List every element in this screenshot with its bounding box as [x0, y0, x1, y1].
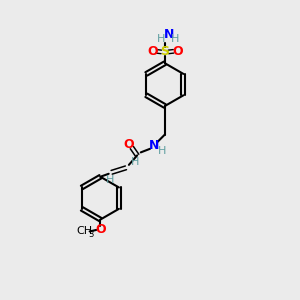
Text: N: N [164, 28, 174, 40]
Text: H: H [157, 34, 165, 44]
Text: H: H [106, 175, 114, 185]
Text: S: S [160, 45, 169, 58]
Text: O: O [124, 138, 134, 151]
Text: H: H [131, 158, 140, 167]
Text: 3: 3 [88, 230, 93, 239]
Text: O: O [147, 45, 158, 58]
Text: H: H [171, 34, 179, 44]
Text: N: N [148, 139, 159, 152]
Text: O: O [95, 224, 106, 236]
Text: H: H [158, 146, 166, 156]
Text: CH: CH [76, 226, 92, 236]
Text: O: O [172, 45, 183, 58]
